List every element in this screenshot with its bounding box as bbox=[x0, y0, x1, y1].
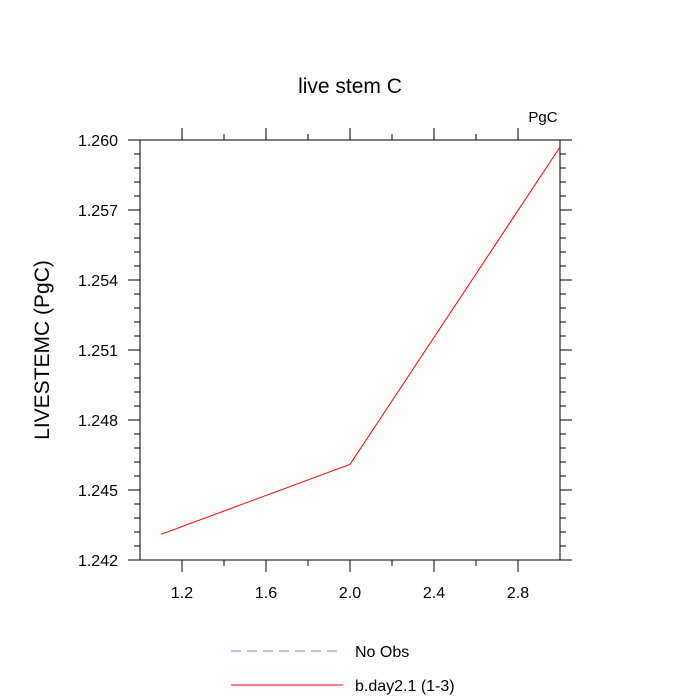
x-tick-label: 1.2 bbox=[171, 585, 193, 602]
x-tick-label: 2.4 bbox=[423, 585, 445, 602]
y-tick-label: 1.245 bbox=[78, 483, 118, 500]
chart-title: live stem C bbox=[298, 75, 402, 98]
y-tick-label: 1.254 bbox=[78, 273, 118, 290]
units-label: PgC bbox=[528, 109, 557, 126]
x-tick-label: 2.8 bbox=[507, 585, 529, 602]
y-tick-label: 1.251 bbox=[78, 343, 118, 360]
legend-label: No Obs bbox=[355, 644, 409, 661]
axis-ticks: 1.2 1.6 2.0 2.4 2.8 1.242 1.245 1.248 1.251 1.254… bbox=[78, 128, 572, 602]
y-axis-label: LIVESTEMC (PgC) bbox=[31, 260, 54, 440]
plot-frame bbox=[139, 139, 561, 561]
legend-label: b.day2.1 (1-3) bbox=[355, 678, 455, 695]
series-line bbox=[160, 146, 561, 535]
x-tick-label: 1.6 bbox=[255, 585, 277, 602]
y-tick-label: 1.242 bbox=[78, 553, 118, 570]
y-tick-label: 1.257 bbox=[78, 203, 118, 220]
y-tick-label: 1.248 bbox=[78, 413, 118, 430]
x-tick-label: 2.0 bbox=[339, 585, 361, 602]
y-tick-label: 1.260 bbox=[78, 133, 118, 150]
series-layer bbox=[160, 146, 561, 535]
legend: No Obs b.day2.1 (1-3) bbox=[231, 644, 455, 695]
